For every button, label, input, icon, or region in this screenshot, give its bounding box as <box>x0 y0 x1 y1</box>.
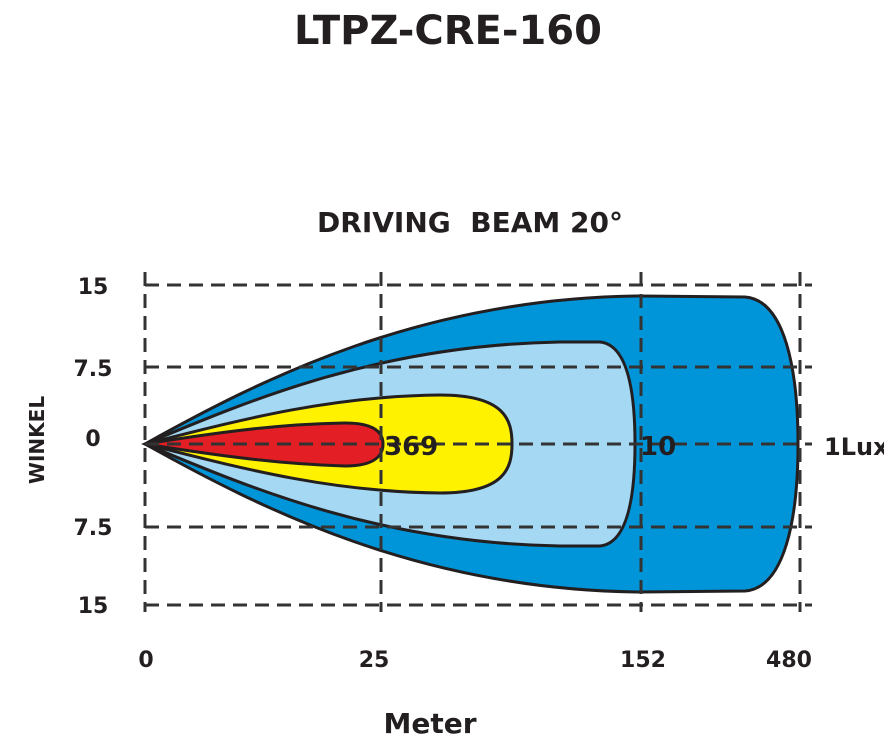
x-tick-480: 480 <box>766 648 812 673</box>
y-tick-15-bottom: 15 <box>78 594 109 619</box>
label-369: 369 <box>384 432 438 462</box>
x-tick-0: 0 <box>138 648 153 673</box>
x-tick-152: 152 <box>620 648 666 673</box>
label-1lux: 1Lux <box>824 433 884 461</box>
label-10: 10 <box>640 432 676 462</box>
y-axis-label: WINKEL <box>25 396 49 484</box>
beam-zones <box>141 294 800 594</box>
chart-title: LTPZ-CRE-160 <box>294 8 602 54</box>
y-tick-7.5-top: 7.5 <box>74 357 113 382</box>
y-tick-7.5-bottom: 7.5 <box>74 516 113 541</box>
x-axis-label: Meter <box>383 707 476 740</box>
grid <box>143 272 812 612</box>
x-tick-25: 25 <box>359 648 390 673</box>
chart-subtitle: DRIVING BEAM 20° <box>317 206 623 239</box>
y-tick-15-top: 15 <box>78 275 109 300</box>
y-tick-0: 0 <box>85 427 100 452</box>
